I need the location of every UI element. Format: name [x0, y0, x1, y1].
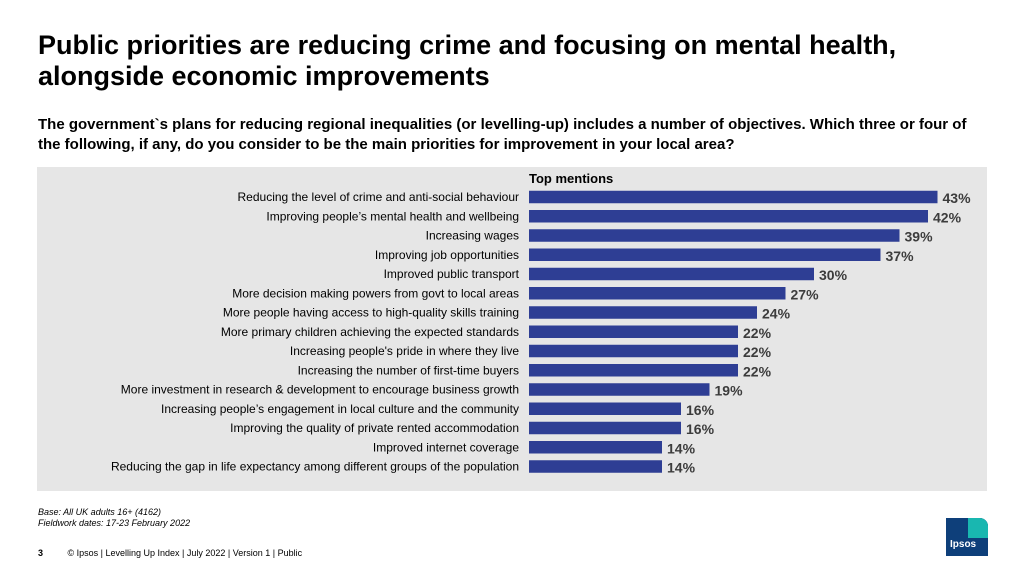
- value-label: 22%: [743, 363, 772, 379]
- value-label: 24%: [762, 306, 791, 322]
- value-label: 22%: [743, 325, 772, 341]
- value-label: 22%: [743, 344, 772, 360]
- category-label: Improved internet coverage: [373, 440, 519, 454]
- bar: [529, 229, 900, 242]
- category-label: Improving job opportunities: [375, 248, 519, 262]
- category-label: Reducing the gap in life expectancy amon…: [111, 460, 519, 474]
- category-label: Improving people’s mental health and wel…: [266, 209, 519, 223]
- bar: [529, 344, 738, 358]
- bar: [529, 287, 786, 300]
- category-label: Increasing people’s engagement in local …: [161, 402, 519, 416]
- value-label: 14%: [667, 460, 696, 476]
- value-label: 42%: [933, 209, 962, 225]
- bar: [529, 460, 662, 473]
- base-note: Base: All UK adults 16+ (4162): [38, 507, 161, 517]
- ipsos-logo: Ipsos: [946, 518, 988, 556]
- chart-title: Top mentions: [529, 171, 613, 186]
- page-number: 3: [38, 548, 44, 558]
- value-label: 39%: [905, 229, 934, 245]
- bar: [529, 267, 814, 281]
- chart-panel: Top mentions Reducing the level of crime …: [37, 167, 987, 491]
- value-label: 14%: [667, 440, 696, 456]
- fieldwork-note: Fieldwork dates: 17-23 February 2022: [38, 518, 191, 528]
- slide-title: Public priorities are reducing crime and…: [38, 30, 897, 91]
- category-label: Increasing wages: [426, 229, 519, 243]
- category-label: More decision making powers from govt to…: [232, 286, 519, 300]
- category-label: More primary children achieving the expe…: [221, 325, 519, 339]
- logo-text: Ipsos: [950, 539, 977, 550]
- value-label: 16%: [686, 402, 715, 418]
- bar: [529, 421, 681, 435]
- category-label: Improving the quality of private rented …: [230, 421, 519, 435]
- bar: [529, 383, 710, 396]
- bar: [529, 441, 662, 454]
- bar: [529, 190, 938, 204]
- bar: [529, 306, 757, 319]
- category-label: Increasing the number of first-time buye…: [298, 363, 519, 377]
- value-label: 16%: [686, 421, 715, 437]
- bar: [529, 364, 738, 377]
- bar: [529, 325, 738, 338]
- value-label: 19%: [715, 383, 744, 399]
- footer-text: © Ipsos | Levelling Up Index | July 2022…: [67, 548, 303, 558]
- category-label: Reducing the level of crime and anti-soc…: [238, 190, 520, 204]
- category-label: More investment in research & developmen…: [121, 383, 519, 397]
- bar-chart: Top mentions Reducing the level of crime …: [111, 171, 972, 476]
- value-label: 27%: [791, 286, 820, 302]
- slide-subtitle: The government`s plans for reducing regi…: [38, 116, 967, 153]
- value-label: 30%: [819, 267, 848, 283]
- category-label: Increasing people's pride in where they …: [290, 344, 519, 358]
- footer: 3 © Ipsos | Levelling Up Index | July 20…: [38, 548, 302, 558]
- bar: [529, 402, 681, 415]
- value-label: 43%: [943, 190, 972, 206]
- category-label: More people having access to high-qualit…: [223, 306, 519, 320]
- value-label: 37%: [886, 248, 915, 264]
- logo-fold-icon: [968, 518, 988, 538]
- bar: [529, 210, 928, 223]
- category-label: Improved public transport: [384, 267, 520, 281]
- bar: [529, 248, 881, 261]
